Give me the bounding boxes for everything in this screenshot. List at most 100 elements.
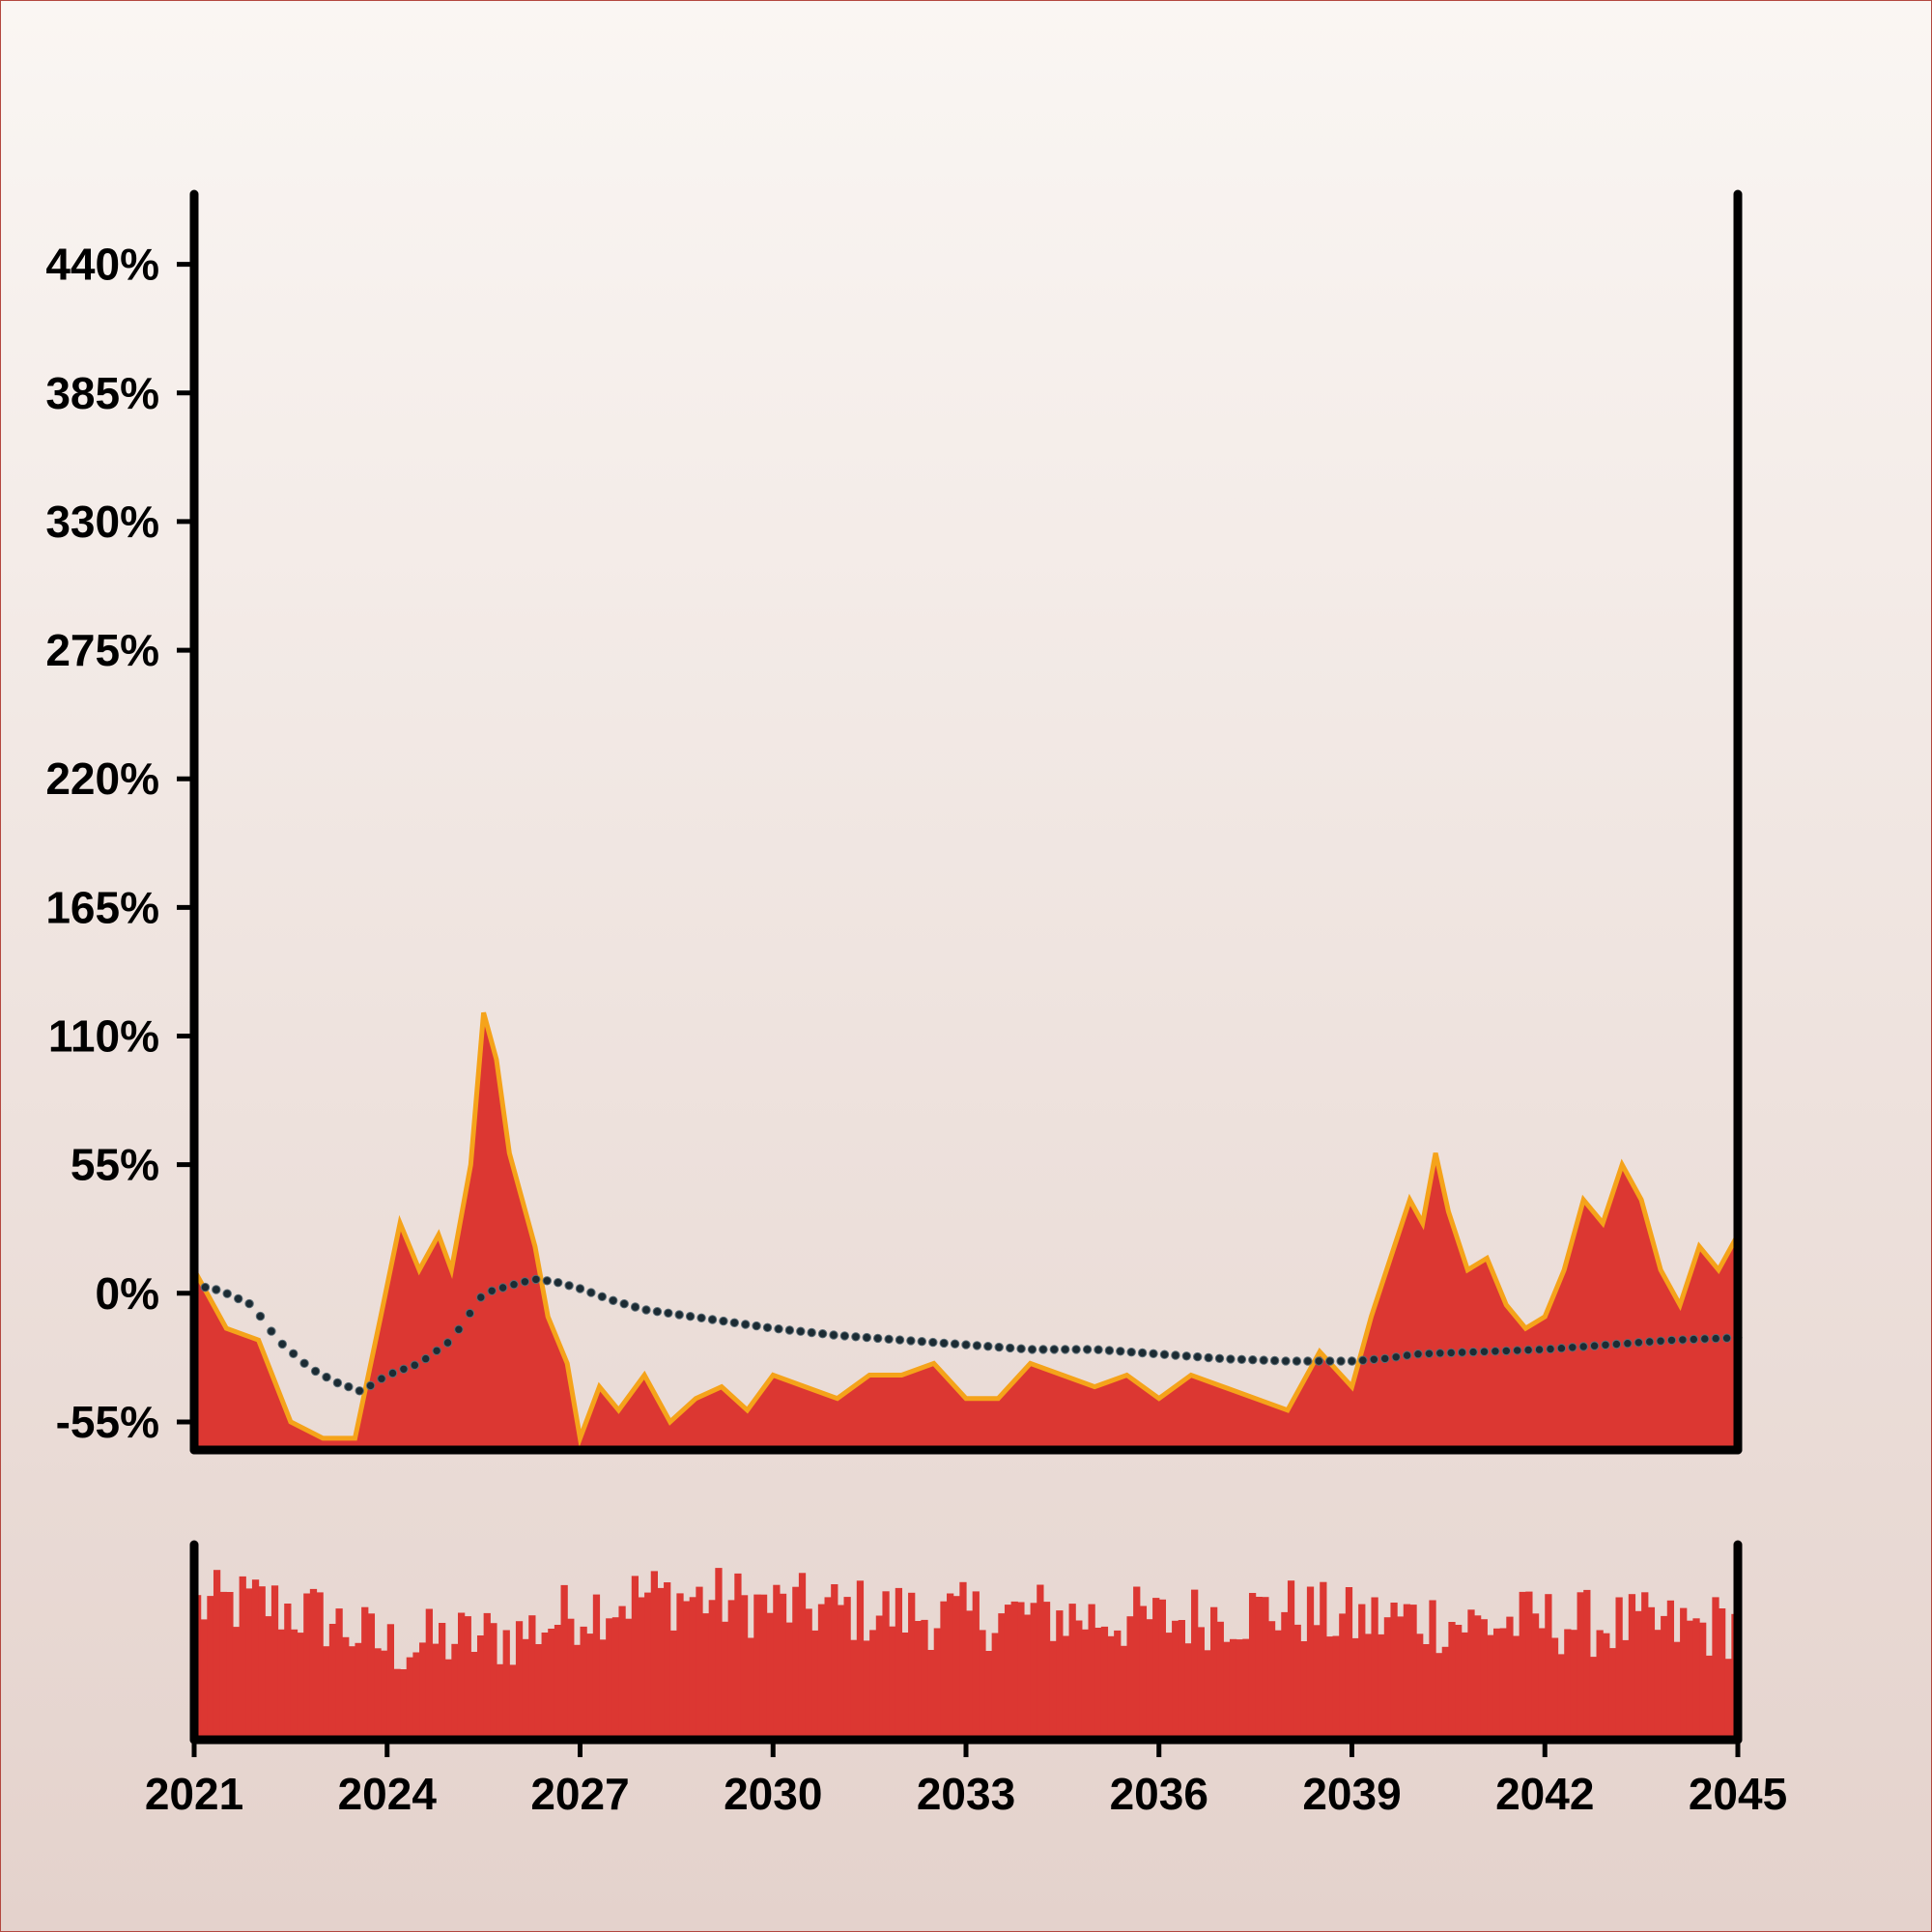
trend-point — [817, 1329, 828, 1339]
volume-bar — [1133, 1586, 1141, 1740]
volume-bar — [1332, 1635, 1340, 1740]
trend-point — [289, 1349, 298, 1359]
trend-point — [1094, 1345, 1103, 1354]
trend-point — [630, 1302, 640, 1312]
main-plot-panel — [189, 189, 1743, 1455]
trend-point — [465, 1308, 475, 1319]
volume-bar — [889, 1626, 896, 1740]
volume-bar — [1719, 1608, 1726, 1740]
trend-point — [1446, 1348, 1456, 1358]
volume-bar — [309, 1588, 318, 1740]
trend-point — [839, 1331, 850, 1341]
trend-point — [895, 1335, 905, 1345]
trend-point — [939, 1338, 949, 1349]
volume-bar — [599, 1639, 607, 1740]
volume-bar — [303, 1593, 311, 1740]
volume-bar — [560, 1584, 568, 1740]
volume-bar — [1313, 1625, 1321, 1740]
trend-point — [399, 1364, 409, 1375]
volume-bar — [1216, 1621, 1224, 1740]
volume-bar — [245, 1588, 253, 1740]
volume-bar — [1603, 1633, 1610, 1740]
trend-point — [575, 1284, 585, 1293]
volume-bar — [1378, 1634, 1385, 1740]
volume-bar — [1383, 1617, 1392, 1740]
volume-bar — [1557, 1654, 1565, 1740]
volume-bar — [940, 1601, 948, 1740]
volume-bar — [1075, 1620, 1083, 1740]
volume-bar — [1146, 1619, 1153, 1740]
volume-bar — [882, 1591, 890, 1740]
trend-point — [1611, 1339, 1622, 1350]
volume-bar — [843, 1597, 851, 1740]
volume-bar — [1197, 1627, 1205, 1740]
trend-point — [234, 1293, 243, 1304]
volume-bar — [727, 1600, 735, 1740]
trend-point — [355, 1386, 364, 1396]
trend-point — [1700, 1334, 1710, 1344]
trend-point — [1491, 1347, 1500, 1356]
trend-point — [774, 1324, 783, 1334]
volume-bar — [457, 1612, 466, 1740]
trend-point — [1204, 1352, 1213, 1363]
y-tick-label: 275% — [45, 625, 159, 675]
trend-point — [1645, 1337, 1655, 1347]
volume-bar — [515, 1621, 524, 1740]
trend-point — [310, 1366, 321, 1377]
trend-point — [983, 1342, 993, 1351]
volume-bar — [785, 1622, 793, 1740]
volume-bar — [502, 1630, 510, 1740]
x-tick-label: 2027 — [530, 1769, 629, 1819]
trend-point — [719, 1316, 728, 1326]
volume-bar — [1538, 1628, 1546, 1740]
volume-bar — [779, 1593, 787, 1740]
volume-bar — [1525, 1591, 1533, 1740]
volume-bar — [586, 1634, 594, 1740]
volume-bar — [432, 1643, 440, 1740]
volume-bar — [972, 1591, 980, 1740]
trend-point — [674, 1310, 684, 1320]
trend-point — [554, 1278, 563, 1288]
trend-point — [917, 1337, 926, 1347]
volume-bar — [1165, 1633, 1173, 1740]
volume-bar — [534, 1644, 543, 1740]
volume-bar — [1499, 1628, 1507, 1740]
volume-bar — [1300, 1641, 1308, 1740]
trend-point — [1137, 1348, 1148, 1358]
volume-bar — [933, 1628, 941, 1740]
trend-point — [1292, 1356, 1302, 1366]
volume-bar — [265, 1616, 272, 1740]
trend-point — [277, 1339, 287, 1350]
trend-point — [1336, 1356, 1346, 1366]
trend-point — [442, 1338, 453, 1348]
trend-point — [586, 1288, 596, 1297]
volume-bar — [850, 1639, 858, 1740]
trend-point — [1424, 1349, 1435, 1359]
volume-bar — [1641, 1592, 1649, 1740]
volume-bar — [631, 1576, 639, 1740]
volume-bar — [1647, 1606, 1656, 1740]
trend-point — [1656, 1336, 1665, 1346]
trend-point — [1006, 1343, 1015, 1353]
trend-point — [520, 1277, 530, 1287]
volume-bar — [1139, 1605, 1148, 1740]
volume-bar — [959, 1581, 967, 1740]
trend-point — [994, 1342, 1004, 1352]
volume-bar — [1088, 1604, 1095, 1740]
volume-bar — [1204, 1650, 1211, 1740]
volume-bar — [1062, 1635, 1070, 1740]
volume-bar — [875, 1615, 884, 1740]
volume-bar — [335, 1608, 343, 1740]
volume-bar — [1042, 1602, 1051, 1740]
trend-point — [387, 1368, 398, 1378]
volume-bar — [664, 1582, 671, 1740]
trend-point — [641, 1305, 651, 1315]
volume-bar — [863, 1640, 870, 1740]
volume-bar — [1068, 1604, 1076, 1740]
volume-bar — [1229, 1638, 1237, 1740]
volume-bar — [464, 1616, 471, 1740]
trend-point — [851, 1332, 861, 1342]
x-tick-label: 2024 — [338, 1769, 438, 1819]
volume-bar — [490, 1623, 497, 1740]
